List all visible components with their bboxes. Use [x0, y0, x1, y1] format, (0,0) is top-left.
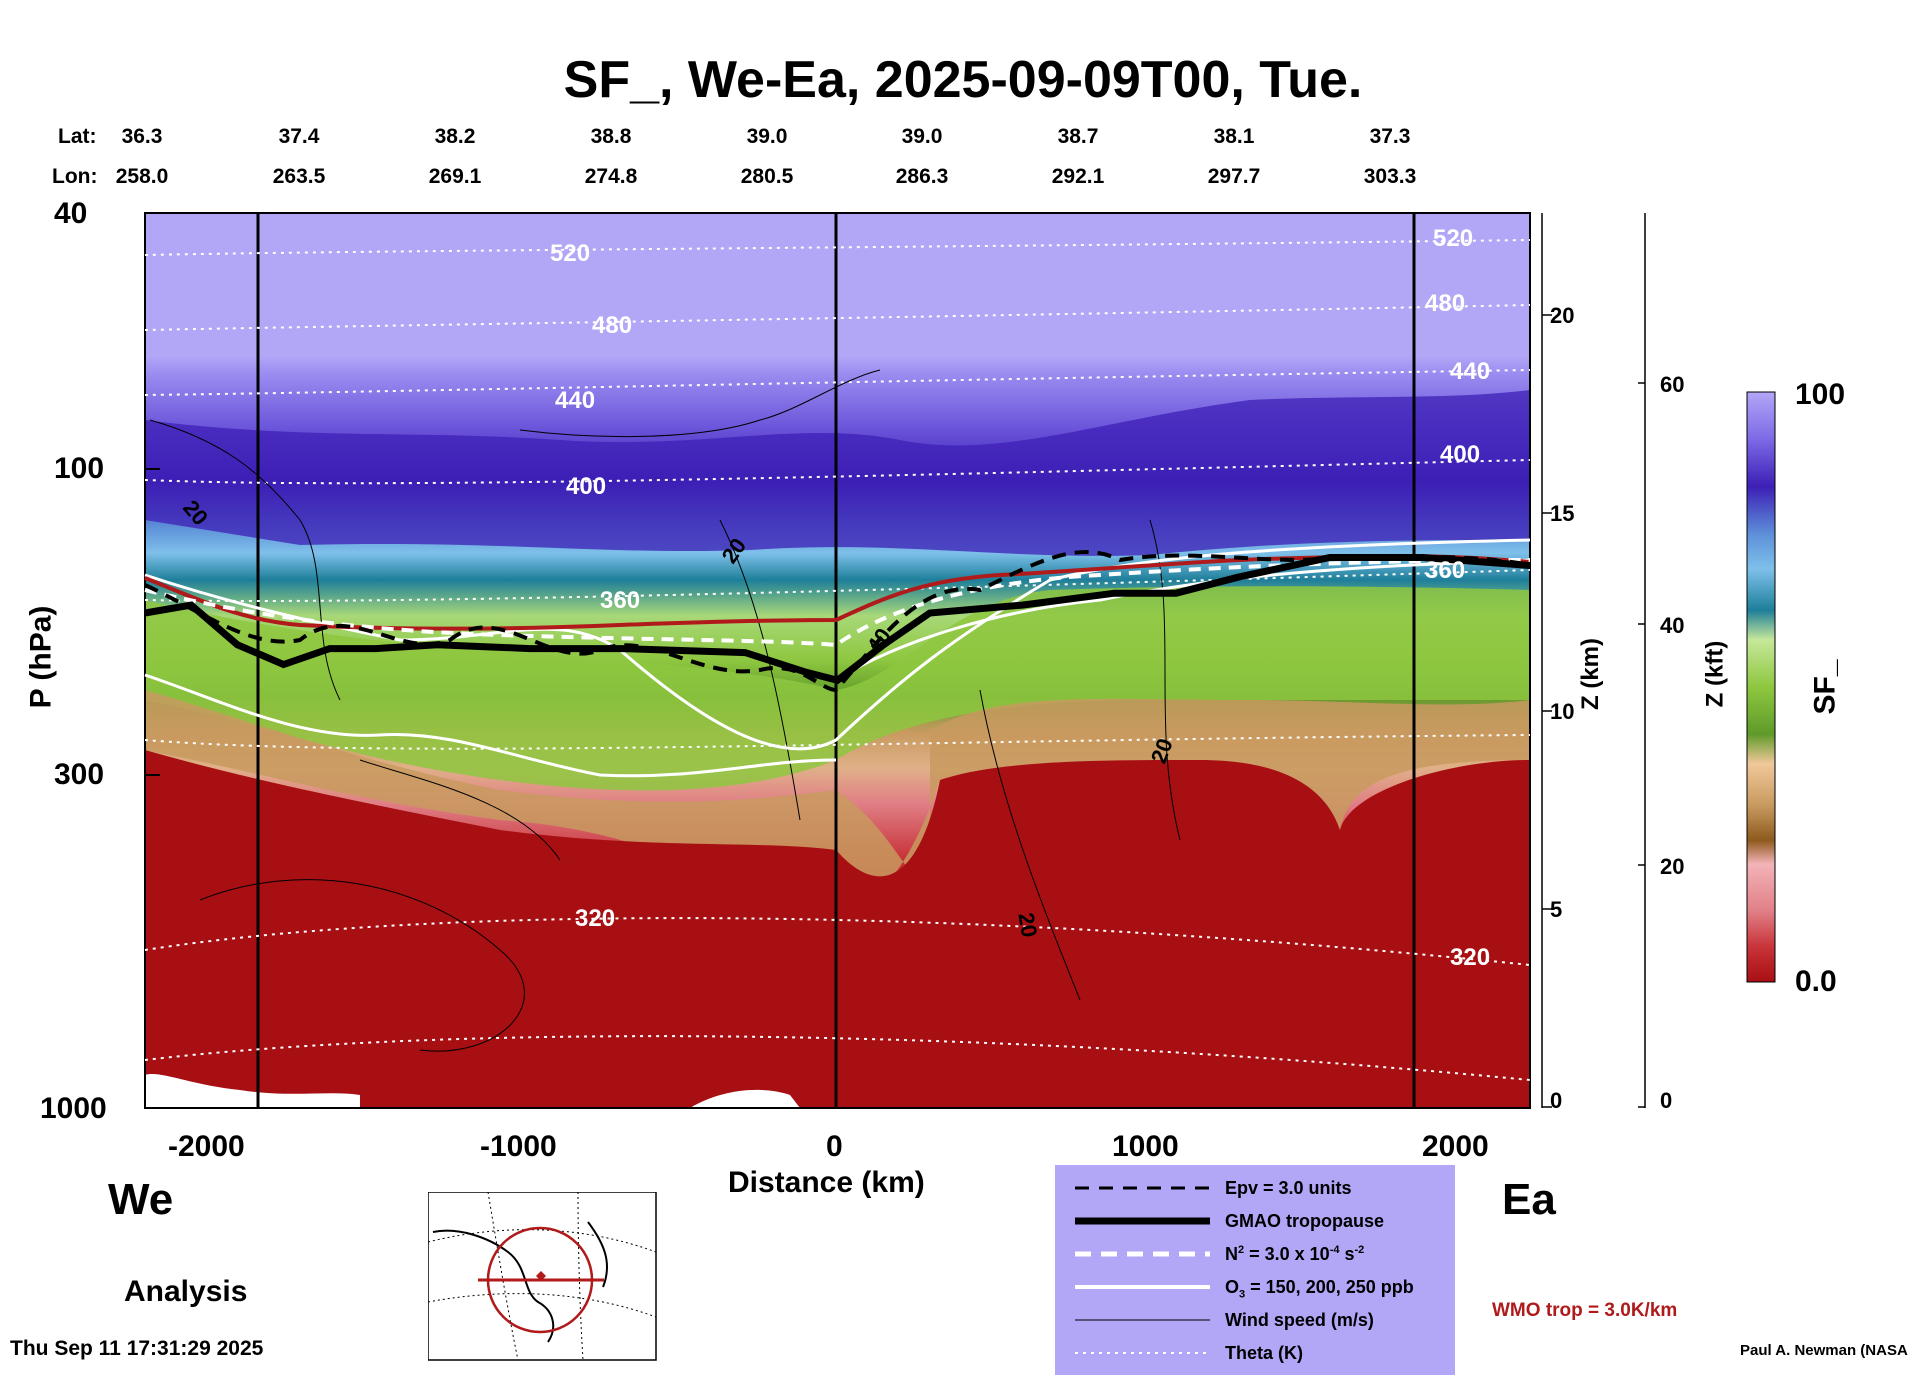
- legend-item-epv: Epv = 3.0 units: [1075, 1178, 1352, 1198]
- z-kft-tick: 60: [1660, 372, 1685, 397]
- lat-value: 39.0: [746, 125, 788, 148]
- theta-label-right: 400: [1440, 441, 1481, 468]
- x-tick-label: -2000: [168, 1130, 245, 1163]
- wind-contours: [149, 369, 1181, 1052]
- x-tick-label: 2000: [1422, 1130, 1489, 1163]
- lat-value: 39.0: [901, 125, 943, 148]
- y-tick-label: 40: [54, 197, 88, 230]
- colorbar-max-label: 100: [1795, 378, 1846, 411]
- theta-contours: [144, 239, 1531, 1081]
- inset-map: [428, 1192, 657, 1361]
- lon-value: 258.0: [115, 165, 169, 188]
- x-axis-title: Distance (km): [728, 1166, 925, 1199]
- theta-label: 480: [592, 312, 633, 339]
- y-tick-label: 1000: [40, 1092, 107, 1125]
- theta-label: 360: [600, 587, 641, 614]
- gmao-tropopause: [144, 554, 1531, 685]
- z-km-tick: 0: [1550, 1088, 1563, 1113]
- lon-value: 280.5: [740, 165, 794, 188]
- lat-label: Lat:: [58, 125, 97, 148]
- green-band: [145, 586, 1530, 791]
- theta-label-right: 520: [1433, 225, 1474, 252]
- theta-label: 320: [575, 905, 616, 932]
- lon-value: 292.1: [1051, 165, 1105, 188]
- x-tick-label: -1000: [480, 1130, 557, 1163]
- lat-value: 38.7: [1057, 125, 1099, 148]
- legend-item-wind: Wind speed (m/s): [1075, 1310, 1374, 1330]
- lat-value: 36.3: [121, 125, 163, 148]
- x-tick-label: 1000: [1112, 1130, 1179, 1163]
- lat-value: 37.3: [1369, 125, 1411, 148]
- lon-value: 303.3: [1363, 165, 1417, 188]
- z-kft-tick: 20: [1660, 854, 1685, 879]
- theta-label: 520: [550, 240, 591, 267]
- lon-value: 297.7: [1207, 165, 1261, 188]
- theta-label-right: 480: [1425, 290, 1466, 317]
- x-tick-label: 0: [826, 1130, 843, 1163]
- wind-label: 20: [1013, 910, 1043, 940]
- y-tick-label: 100: [54, 452, 105, 485]
- z-km-tick: 10: [1550, 699, 1575, 724]
- legend-item-ozone: O3 = 150, 200, 250 ppb: [1075, 1277, 1414, 1301]
- analysis-label: Analysis: [124, 1275, 248, 1308]
- z-kft-axis-title: Z (kft): [1701, 640, 1729, 708]
- z-km-axis-title: Z (km): [1577, 638, 1604, 710]
- east-label: Ea: [1502, 1175, 1556, 1224]
- credit: Paul A. Newman (NASA: [1740, 1342, 1908, 1359]
- z-km-tick: 20: [1550, 303, 1575, 328]
- wmo-tropopause: [144, 554, 1531, 631]
- theta-label: 400: [566, 473, 607, 500]
- epv-contour: [144, 550, 1531, 693]
- lat-value: 38.2: [434, 125, 476, 148]
- colorbar-min-label: 0.0: [1795, 965, 1837, 998]
- legend-item-n2: N2 = 3.0 x 10-4 s-2: [1075, 1244, 1365, 1264]
- lat-value: 38.8: [590, 125, 632, 148]
- lat-value: 37.4: [278, 125, 320, 148]
- legend-item-theta: Theta (K): [1075, 1343, 1303, 1363]
- legend-item-tropopause: GMAO tropopause: [1075, 1211, 1385, 1231]
- lon-value: 274.8: [584, 165, 638, 188]
- lat-value: 38.1: [1213, 125, 1255, 148]
- lon-value: 286.3: [895, 165, 949, 188]
- wmo-note: WMO trop = 3.0K/km: [1492, 1300, 1678, 1321]
- n2-contour: [144, 558, 1531, 648]
- z-km-tick: 5: [1550, 897, 1563, 922]
- lon-label: Lon:: [52, 165, 98, 188]
- z-km-tick: 15: [1550, 501, 1575, 526]
- z-kft-tick: 40: [1660, 613, 1685, 638]
- theta-label-right: 440: [1450, 358, 1491, 385]
- west-label: We: [108, 1175, 174, 1224]
- lon-value: 263.5: [272, 165, 326, 188]
- colorbar: [1746, 391, 1776, 983]
- theta-label-right: 360: [1425, 557, 1466, 584]
- lon-value: 269.1: [428, 165, 482, 188]
- legend: Epv = 3.0 units GMAO tropopause N2 = 3.0…: [1055, 1165, 1455, 1375]
- right-axes: [1541, 213, 1646, 1108]
- colorbar-title: SF_: [1808, 659, 1842, 715]
- chart-title: SF_, We-Ea, 2025-09-09T00, Tue.: [563, 51, 1363, 109]
- theta-label-right: 320: [1450, 944, 1491, 971]
- theta-label: 440: [555, 387, 596, 414]
- timestamp: Thu Sep 11 17:31:29 2025: [10, 1337, 264, 1360]
- y-axis-title: P (hPa): [24, 605, 58, 709]
- z-kft-tick: 0: [1660, 1088, 1673, 1113]
- y-tick-label: 300: [54, 758, 105, 791]
